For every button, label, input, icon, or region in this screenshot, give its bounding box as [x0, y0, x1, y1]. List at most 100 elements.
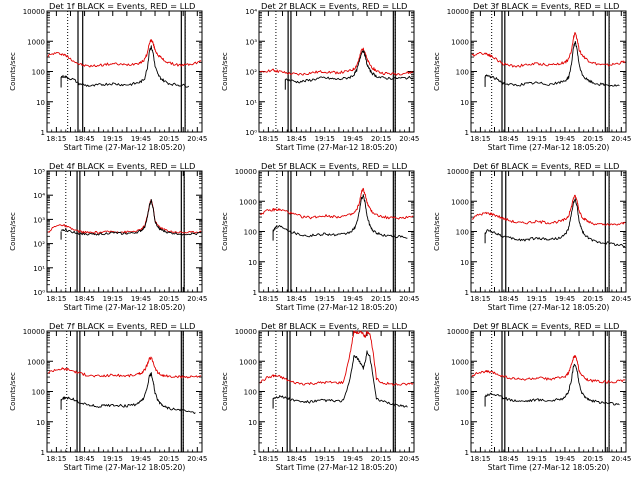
panel-top-center-series-events	[284, 50, 414, 84]
panel-middle-center-ytick-label: 10	[248, 259, 257, 267]
panel-bottom-center-xlabel: Start Time (27-Mar-12 18:05:20)	[276, 463, 398, 472]
panel-bottom-right-series-events	[484, 363, 620, 406]
panel-middle-left-series-events	[60, 199, 202, 236]
panel-top-left-xlabel: Start Time (27-Mar-12 18:05:20)	[64, 143, 186, 152]
panel-top-center-ytick-label: 10²	[245, 69, 257, 77]
panel-bottom-right-xtick-label: 20:15	[583, 455, 603, 463]
panel-bottom-right-ytick-label: 10	[460, 419, 469, 427]
panel-top-left-series-events	[60, 45, 190, 88]
panel-top-right-xtick-label: 20:45	[611, 135, 631, 143]
panel-bottom-right-title: Det 9f BLACK = Events, RED = LLD	[473, 321, 619, 331]
panel-bottom-left-xtick-label: 20:15	[159, 455, 179, 463]
panel-top-center-ytick-label: 10³	[245, 38, 257, 46]
panel-middle-right-xtick-label: 19:45	[555, 295, 575, 303]
panel-middle-left-ytick-label: 10³	[33, 216, 45, 224]
panel-middle-right-ytick-label: 1000	[451, 198, 469, 206]
panel-top-left-ytick-label: 1000	[27, 38, 45, 46]
panel-bottom-right-ytick-label: 100	[456, 389, 469, 397]
panel-bottom-center-ytick-label: 10	[248, 419, 257, 427]
panel-middle-center-xtick-label: 18:15	[258, 295, 278, 303]
panel-bottom-center-xtick-label: 18:15	[258, 455, 278, 463]
panel-bottom-left-series-events	[60, 372, 196, 414]
panel-middle-center-xtick-label: 19:15	[315, 295, 335, 303]
panel-bottom-left-ytick-label: 10000	[23, 328, 45, 336]
panel-middle-center-xtick-label: 19:45	[343, 295, 363, 303]
panel-middle-left-xtick-label: 20:45	[187, 295, 207, 303]
panel-top-center-series-lld	[259, 47, 414, 76]
panel-middle-right-ytick-label: 10	[460, 259, 469, 267]
panel-bottom-center-series-lld	[259, 330, 414, 387]
panel-top-left-ytick-label: 10	[36, 99, 45, 107]
panel-bottom-right-series-lld	[471, 354, 626, 384]
panel-middle-left-group: Det 4f BLACK = Events, RED = LLD 10⁰ 10¹ 10…	[9, 161, 207, 312]
panel-bottom-center-xtick-label: 18:45	[286, 455, 306, 463]
panel-bottom-left-xtick-label: 19:45	[131, 455, 151, 463]
panel-middle-center-series-lld	[259, 187, 414, 220]
panel-top-right-series-events	[484, 40, 620, 87]
panel-middle-right-group: Det 6f BLACK = Events, RED = LLD 1 10 100 10…	[433, 161, 631, 312]
panel-top-center-xtick-label: 18:45	[286, 135, 306, 143]
panel-bottom-center-xtick-label: 20:45	[399, 455, 419, 463]
panel-middle-center-title: Det 5f BLACK = Events, RED = LLD	[261, 161, 407, 171]
panel-top-center-xtick-label: 18:15	[258, 135, 278, 143]
panel-top-center-ytick-label: 10¹	[245, 99, 257, 107]
panel-middle-right-ylabel: Counts/sec	[433, 212, 441, 251]
panel-bottom-center-ylabel: Counts/sec	[221, 372, 229, 411]
panel-middle-right-xlabel: Start Time (27-Mar-12 18:05:20)	[488, 303, 610, 312]
panel-top-right-xtick-label: 18:15	[470, 135, 490, 143]
panel-bottom-right-ytick-label: 1	[465, 449, 469, 457]
panel-top-center-xtick-label: 20:15	[371, 135, 391, 143]
panel-top-right-ytick-label: 10000	[447, 8, 469, 16]
panels-grid: Det 1f BLACK = Events, RED = LLD 1 10 100 10…	[9, 1, 631, 472]
panel-bottom-center-ytick-label: 10000	[235, 328, 257, 336]
panel-top-left-ytick-label: 10000	[23, 8, 45, 16]
panel-bottom-right-xtick-label: 20:45	[611, 455, 631, 463]
panel-middle-center-xtick-label: 20:15	[371, 295, 391, 303]
panel-middle-right-series-lld	[471, 194, 626, 226]
panel-middle-center-xlabel: Start Time (27-Mar-12 18:05:20)	[276, 303, 398, 312]
panel-top-center-ytick-label: 10⁰	[245, 129, 257, 137]
panel-top-right-series-lld	[471, 31, 626, 68]
panel-middle-left-title: Det 4f BLACK = Events, RED = LLD	[49, 161, 195, 171]
panel-middle-center-group: Det 5f BLACK = Events, RED = LLD 1 10 100 10…	[221, 161, 419, 312]
panel-middle-left-xlabel: Start Time (27-Mar-12 18:05:20)	[64, 303, 186, 312]
panel-top-left-series-lld	[47, 39, 202, 68]
panel-top-center-xtick-label: 19:15	[315, 135, 335, 143]
panel-bottom-left-xlabel: Start Time (27-Mar-12 18:05:20)	[64, 463, 186, 472]
panel-bottom-center-ytick-label: 1000	[239, 358, 257, 366]
panel-bottom-right-group: Det 9f BLACK = Events, RED = LLD 1 10 100 10…	[433, 321, 631, 472]
panel-middle-left-xtick-label: 19:45	[131, 295, 151, 303]
panel-middle-right-ytick-label: 1	[465, 289, 469, 297]
panel-middle-left-xtick-label: 18:45	[74, 295, 94, 303]
panel-middle-left-ytick-label: 10¹	[33, 265, 45, 273]
panel-bottom-right-xtick-label: 18:15	[470, 455, 490, 463]
panel-top-right-ytick-label: 10	[460, 99, 469, 107]
panel-middle-center-ytick-label: 1000	[239, 198, 257, 206]
panel-top-right-xtick-label: 19:15	[527, 135, 547, 143]
panel-top-right-xlabel: Start Time (27-Mar-12 18:05:20)	[488, 143, 610, 152]
panel-middle-center-ytick-label: 1	[253, 289, 257, 297]
panel-top-center-group: Det 2f BLACK = Events, RED = LLD 10⁰ 10¹ 10…	[221, 1, 419, 152]
panel-middle-left-ytick-label: 10⁰	[33, 289, 45, 297]
panel-top-center-xtick-label: 19:45	[343, 135, 363, 143]
panel-top-center-title: Det 2f BLACK = Events, RED = LLD	[261, 1, 407, 11]
panel-bottom-left-title: Det 7f BLACK = Events, RED = LLD	[49, 321, 195, 331]
panel-middle-right-xtick-label: 20:45	[611, 295, 631, 303]
panel-bottom-left-xtick-label: 18:45	[74, 455, 94, 463]
panel-bottom-left-ylabel: Counts/sec	[9, 372, 17, 411]
panel-top-left-xtick-label: 19:15	[103, 135, 123, 143]
panel-middle-right-series-events	[484, 198, 626, 248]
panel-bottom-right-xtick-label: 18:45	[498, 455, 518, 463]
panel-middle-left-xtick-label: 19:15	[103, 295, 123, 303]
panel-bottom-right-xtick-label: 19:15	[527, 455, 547, 463]
panel-top-center-ytick-label: 10⁴	[245, 8, 257, 16]
panel-middle-right-title: Det 6f BLACK = Events, RED = LLD	[473, 161, 619, 171]
panel-bottom-center-ytick-label: 1	[253, 449, 257, 457]
panel-middle-right-xtick-label: 18:45	[498, 295, 518, 303]
panel-middle-left-axes-frame	[46, 170, 203, 293]
panel-bottom-left-ytick-label: 1	[41, 449, 45, 457]
panel-middle-right-ytick-label: 100	[456, 229, 469, 237]
panel-bottom-center-group: Det 8f BLACK = Events, RED = LLD 1 10 100 10…	[221, 321, 419, 472]
panel-bottom-left-xtick-label: 20:45	[187, 455, 207, 463]
panel-top-center-ylabel: Counts/sec	[221, 52, 229, 91]
